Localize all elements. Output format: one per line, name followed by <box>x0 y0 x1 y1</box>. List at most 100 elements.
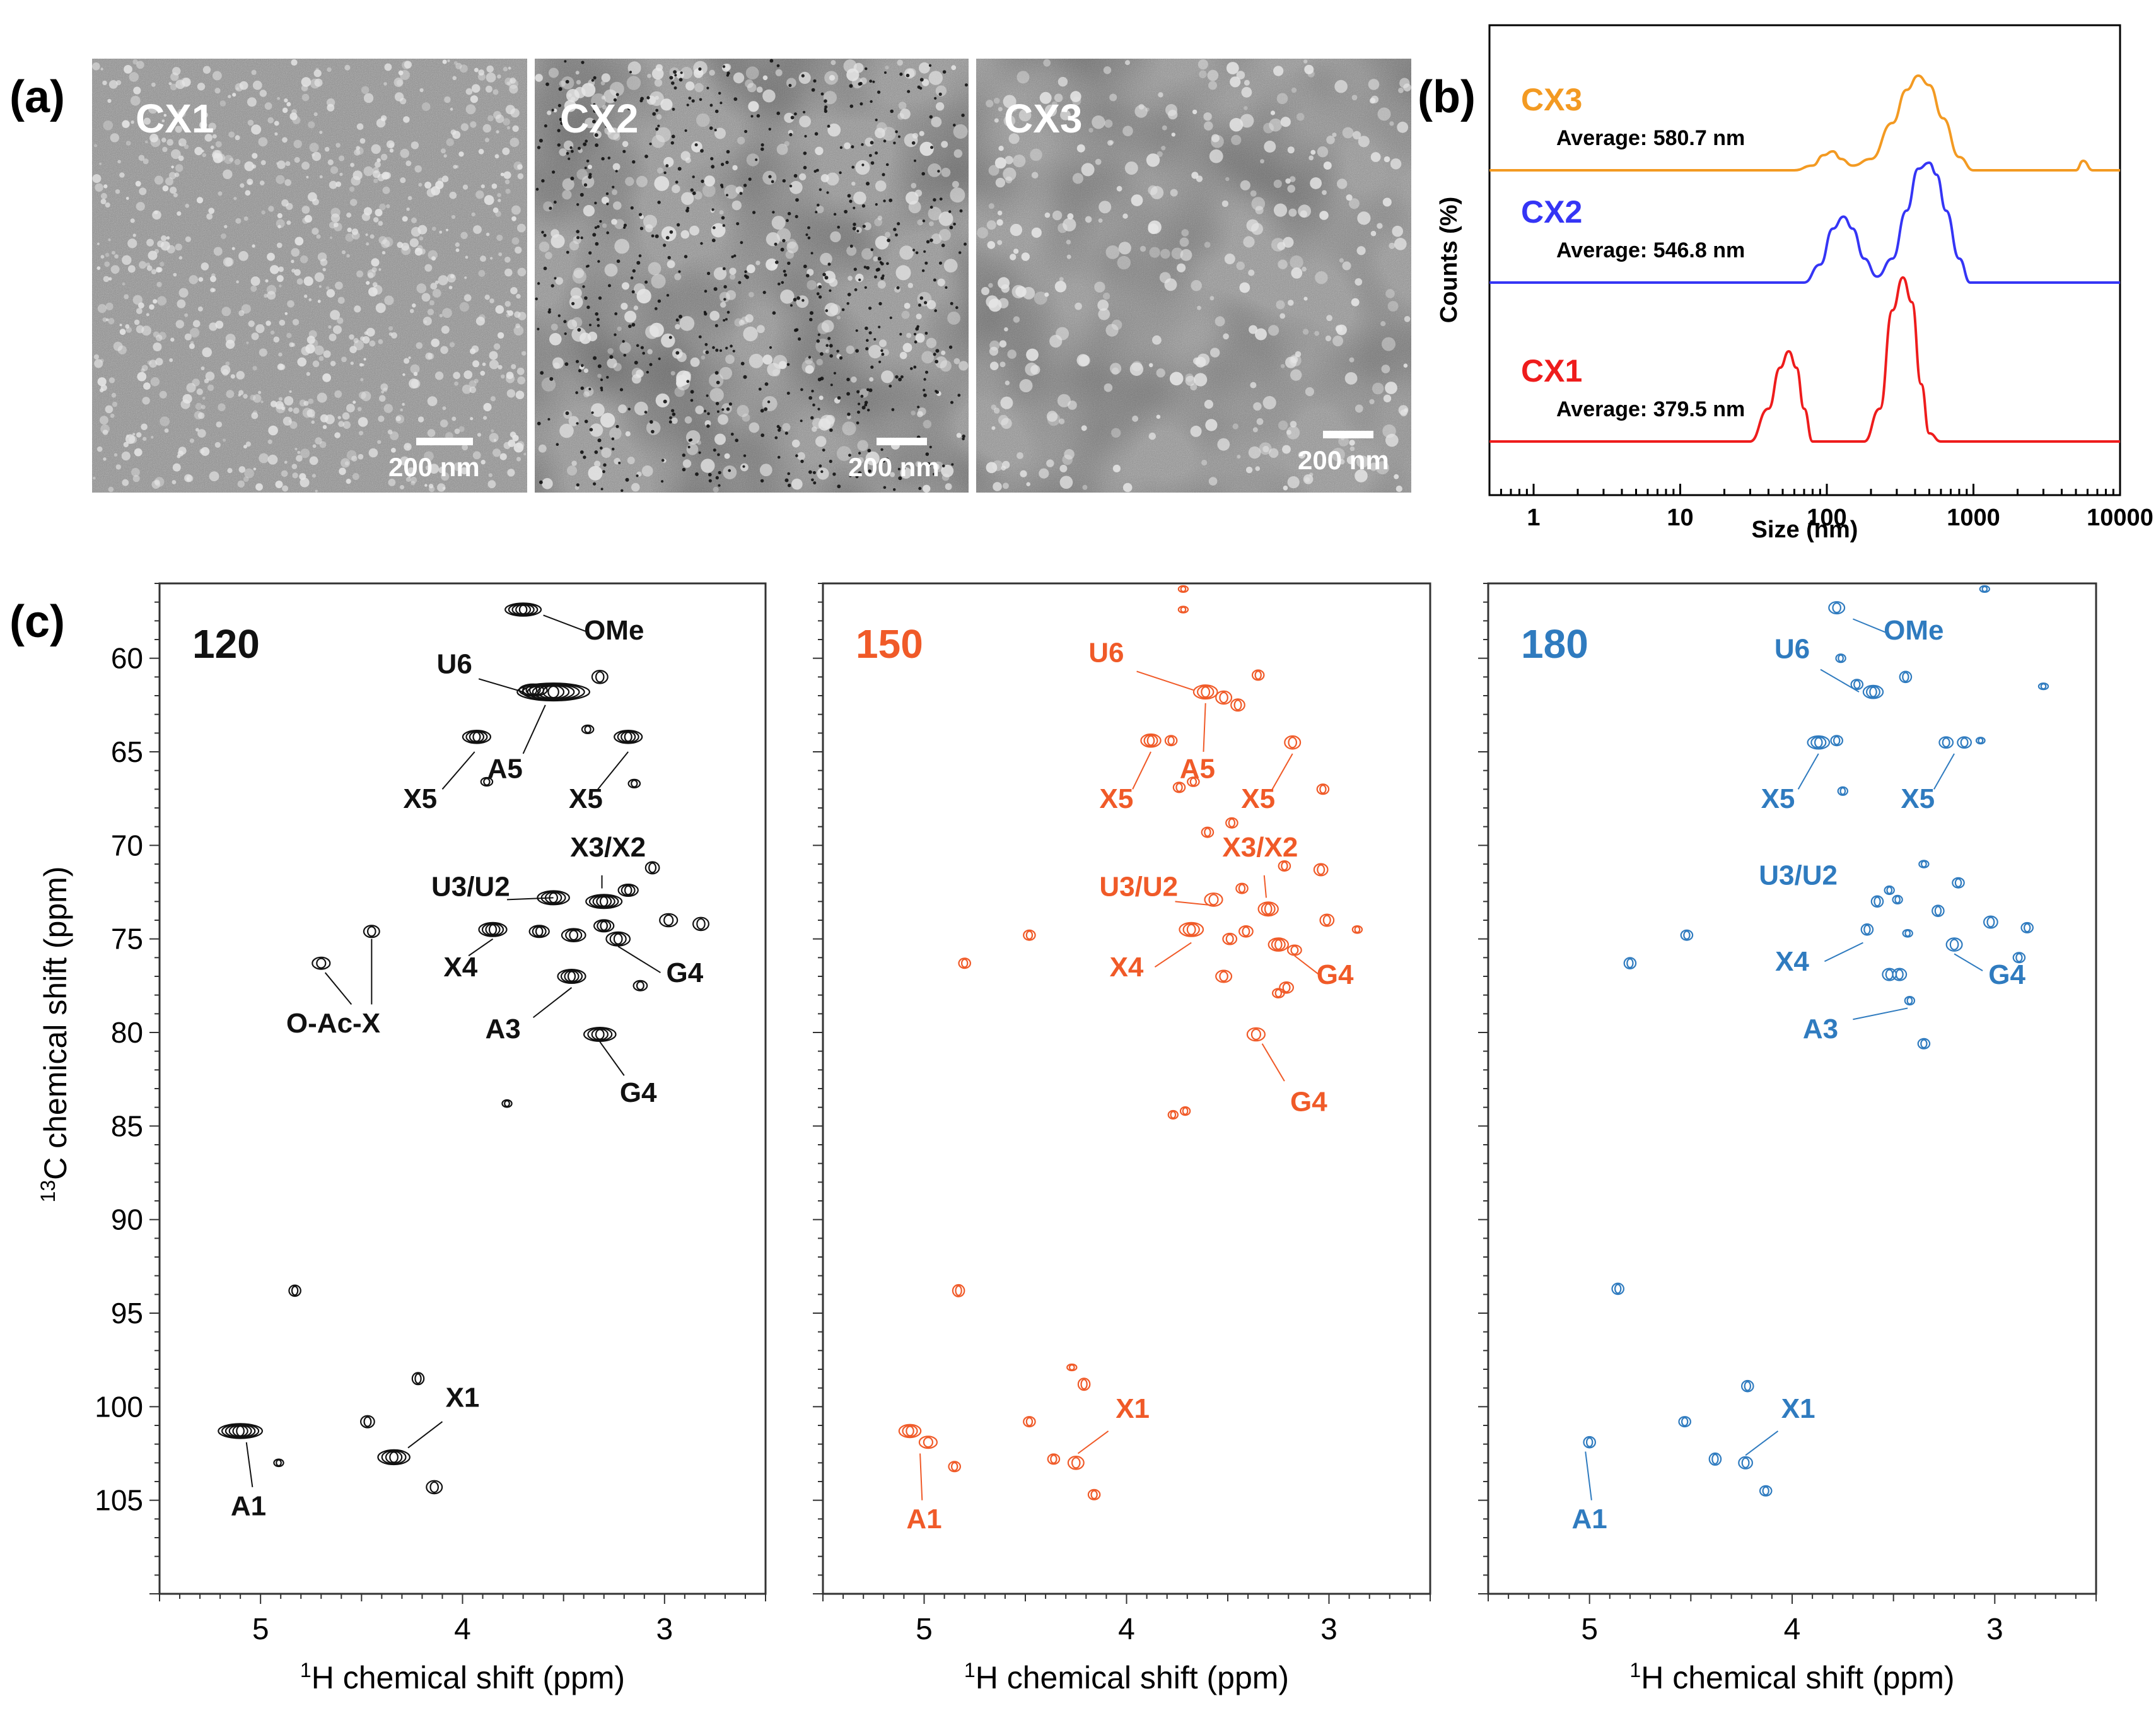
hsqc-peak <box>1830 735 1843 747</box>
tem-particle <box>1010 254 1017 260</box>
tem-particle <box>654 79 663 87</box>
tem-particle <box>496 130 499 134</box>
tem-particle <box>353 170 363 180</box>
tem-particle <box>124 294 129 300</box>
tem-particle <box>491 429 494 433</box>
tem-particle <box>410 364 420 374</box>
tem-particle <box>146 265 153 271</box>
tem-particle <box>238 466 246 473</box>
tem-particle <box>202 396 206 400</box>
tem-pore <box>789 132 793 136</box>
tem-particle <box>986 295 999 308</box>
tem-particle <box>663 156 674 168</box>
tem-particle <box>1314 330 1320 336</box>
tem-pore <box>634 361 638 365</box>
tem-particle <box>438 177 444 184</box>
hsqc-peak <box>1945 937 1963 952</box>
tem-pore <box>929 206 933 209</box>
tem-particle <box>386 140 395 149</box>
tem-particle <box>243 216 248 221</box>
tem-pore <box>575 391 578 394</box>
tem-particle <box>1059 464 1068 472</box>
tem-pore <box>875 151 878 155</box>
tem-pore <box>790 304 793 307</box>
tem-particle <box>945 483 952 490</box>
tem-pore <box>807 236 811 240</box>
tem-particle <box>463 370 473 379</box>
tem-particle <box>585 117 595 129</box>
tem-pore <box>576 483 580 487</box>
tem-pore <box>898 476 902 481</box>
tem-particle <box>439 313 443 318</box>
tem-particle <box>354 149 361 156</box>
tem-particle <box>115 464 121 470</box>
tem-particle <box>947 312 960 325</box>
tem-particle <box>851 182 856 186</box>
tem-particle <box>748 291 754 298</box>
tem-pore <box>866 182 870 186</box>
tem-pore <box>827 337 831 341</box>
tem-particle <box>508 440 516 447</box>
tem-particle <box>1403 363 1408 368</box>
tem-particle <box>846 68 859 81</box>
tem-particle <box>419 88 424 93</box>
tem-pore <box>565 79 569 84</box>
tem-particle <box>306 175 309 178</box>
tem-pore <box>676 223 680 227</box>
tem-pore <box>955 306 959 310</box>
tem-particle <box>446 138 454 146</box>
tem-particle <box>400 408 403 412</box>
tem-particle <box>141 423 148 431</box>
tem-pore <box>861 163 865 167</box>
tem-pore <box>594 226 598 230</box>
tem-pore <box>588 251 592 255</box>
tem-particle <box>873 256 878 262</box>
tem-pore <box>849 199 853 203</box>
tem-particle <box>284 460 288 464</box>
tem-particle <box>372 282 378 287</box>
tem-pore <box>923 250 926 253</box>
hsqc-peak <box>591 670 609 684</box>
tem-particle <box>95 183 103 192</box>
tem-pore <box>885 457 889 461</box>
tem-pore <box>644 155 648 158</box>
tem-particle <box>601 447 612 458</box>
tem-pore <box>566 151 569 155</box>
tem-particle <box>177 450 184 457</box>
tem-particle <box>1062 454 1073 465</box>
tem-particle <box>1291 267 1303 279</box>
tem-particle <box>679 316 695 331</box>
tem-pore <box>884 71 887 74</box>
tem-particle <box>732 165 738 171</box>
tem-pore <box>771 180 774 184</box>
tem-pore <box>872 80 875 83</box>
tem-particle <box>303 276 313 286</box>
hsqc-xtick-label: 4 <box>1118 1613 1135 1646</box>
hsqc-leader-line <box>1261 1043 1285 1082</box>
tem-particle <box>512 125 519 132</box>
tem-particle <box>1251 197 1266 211</box>
tem-particle <box>185 204 190 208</box>
tem-particle <box>455 62 462 69</box>
hsqc-peak <box>1738 1456 1754 1470</box>
tem-particle <box>730 274 736 280</box>
tem-particle <box>432 226 436 231</box>
tem-particle <box>338 421 344 427</box>
tem-particle <box>143 436 147 441</box>
tem-pore <box>910 367 913 370</box>
tem-particle <box>381 390 385 394</box>
tem-particle <box>289 390 292 393</box>
tem-pore <box>564 332 567 336</box>
tem-particle <box>350 199 358 206</box>
tem-particle <box>747 83 757 93</box>
tem-particle <box>224 155 233 164</box>
tem-particle <box>1034 291 1047 305</box>
tem-particle <box>296 278 303 285</box>
tem-particle <box>513 442 524 453</box>
tem-particle <box>1177 263 1186 272</box>
hsqc-peak <box>1087 1488 1101 1500</box>
tem-image-cx1: CX1 200 nm <box>92 59 527 493</box>
tem-particle <box>988 203 994 209</box>
tem-pore <box>846 302 849 305</box>
